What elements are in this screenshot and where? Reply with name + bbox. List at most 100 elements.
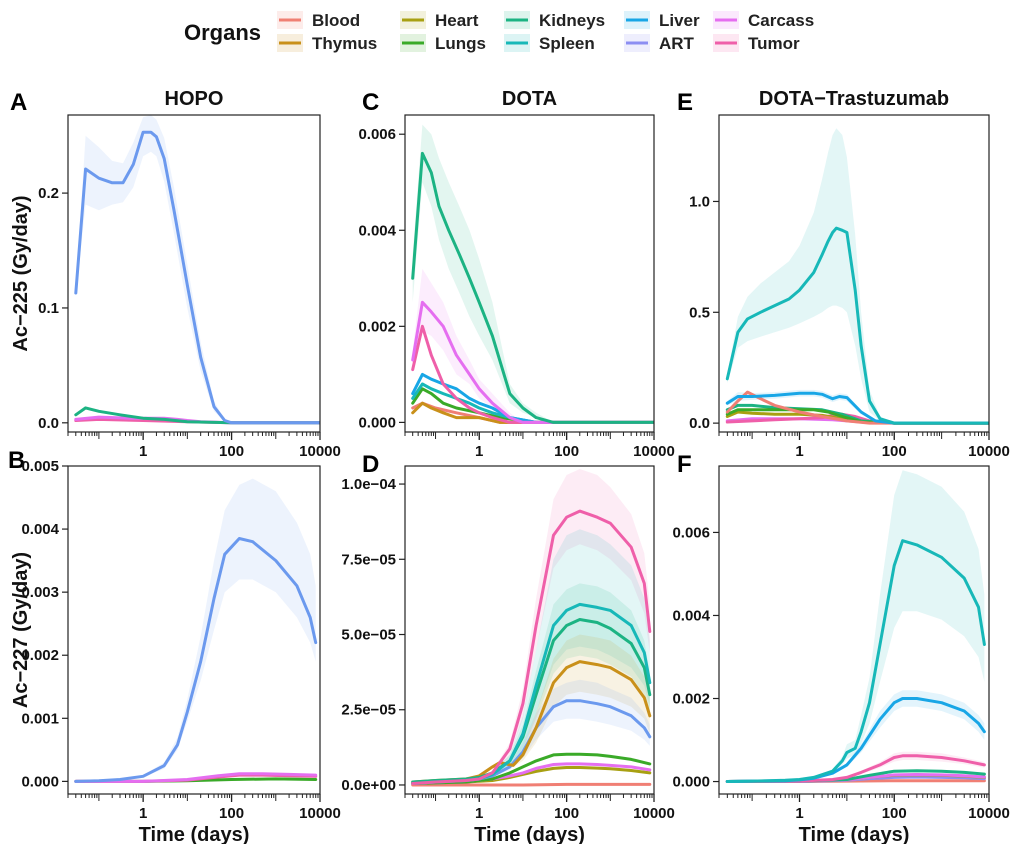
y-tick-label: 2.5e−05 <box>341 702 396 719</box>
x-tick-label: 1 <box>139 805 147 822</box>
series-line-lungs <box>411 752 652 785</box>
panel-c: C DOTA 0.000 0.002 0.004 0.006 1 100 10000 <box>358 88 674 460</box>
x-tick-label: 100 <box>219 443 244 460</box>
legend-item-spleen: Spleen <box>504 34 595 53</box>
y-tick-label: 0.006 <box>672 524 710 541</box>
x-axis-label: Time (days) <box>799 824 910 844</box>
legend-label: Heart <box>435 11 479 30</box>
x-tick-label: 10000 <box>299 805 341 822</box>
series-line-blood <box>411 782 652 787</box>
panel-a: A HOPO 0.0 0.1 0.2 1 100 10000 Ac−225 (Gy/day) <box>10 88 341 460</box>
panel-d: D 0.0e+00 2.5e−05 5.0e−05 7.5e−05 1.0e−04 1 100… <box>341 451 675 846</box>
plot-frame <box>67 465 321 795</box>
y-tick-label: 0.5 <box>689 304 710 321</box>
legend-label: Thymus <box>312 34 377 53</box>
y-tick-label: 0.1 <box>38 300 59 317</box>
panel-title: HOPO <box>165 88 224 110</box>
y-tick-label: 0.000 <box>21 773 59 790</box>
band-spleen <box>727 128 989 424</box>
legend-item-heart: Heart <box>400 11 479 30</box>
legend: Organs Blood Thymus Heart Lungs Kidneys Spleen… <box>184 11 814 53</box>
plot-area <box>725 470 986 783</box>
legend-item-lungs: Lungs <box>400 34 486 53</box>
x-tick-label: 1 <box>475 443 483 460</box>
series-line-liver <box>725 391 989 425</box>
x-tick-label: 100 <box>219 805 244 822</box>
legend-item-thymus: Thymus <box>277 34 377 53</box>
legend-item-carcass: Carcass <box>713 11 814 30</box>
legend-item-art: ART <box>624 34 695 53</box>
band-art <box>412 679 650 784</box>
series-line-spleen <box>725 539 986 783</box>
plot-frame <box>404 465 655 795</box>
plot-frame <box>404 114 655 433</box>
y-tick-label: 0.005 <box>21 458 59 475</box>
series-line-carcass <box>411 300 654 424</box>
legend-label: ART <box>659 34 695 53</box>
y-tick-label: 7.5e−05 <box>341 551 396 568</box>
plot-frame <box>718 465 990 795</box>
x-axis-label: Time (days) <box>139 824 250 844</box>
legend-title: Organs <box>184 20 261 45</box>
series-line-tumor <box>725 754 986 783</box>
band-tumor <box>412 469 650 784</box>
band-tumor <box>727 751 985 782</box>
band-thymus <box>412 634 650 782</box>
x-tick-label: 100 <box>554 805 579 822</box>
panel-title: DOTA−Trastuzumab <box>759 88 949 110</box>
series-line-kidneys <box>411 618 652 784</box>
legend-label: Tumor <box>748 34 800 53</box>
y-tick-label: 0.004 <box>21 521 59 538</box>
plot-area <box>411 124 654 424</box>
band-spleen <box>412 529 650 784</box>
plot-frame <box>67 114 321 433</box>
panel-letter: F <box>677 451 692 478</box>
y-axis-label: Ac−227 (Gy/day) <box>10 552 32 708</box>
plot-area <box>74 478 318 783</box>
band-spleen <box>727 470 985 782</box>
legend-label: Carcass <box>748 11 814 30</box>
x-tick-label: 1 <box>139 443 147 460</box>
series-line-kidneys <box>74 406 320 425</box>
legend-item-tumor: Tumor <box>713 34 800 53</box>
y-tick-label: 0.0e+00 <box>341 777 396 794</box>
series-line-kidneys <box>411 151 654 424</box>
y-tick-label: 0.002 <box>672 691 710 708</box>
band-art <box>75 478 316 782</box>
x-tick-label: 1 <box>795 443 803 460</box>
plot-frame <box>718 114 990 433</box>
y-tick-label: 0.2 <box>38 185 59 202</box>
x-tick-label: 1 <box>795 805 803 822</box>
series-line-art <box>74 537 318 783</box>
legend-label: Lungs <box>435 34 486 53</box>
legend-label: Kidneys <box>539 11 605 30</box>
y-tick-label: 0.0 <box>38 415 59 432</box>
x-tick-label: 10000 <box>968 443 1010 460</box>
y-tick-label: 0.004 <box>672 607 710 624</box>
band-liver <box>727 389 989 424</box>
legend-label: Liver <box>659 11 700 30</box>
plot-area <box>725 128 989 425</box>
x-tick-label: 1 <box>475 805 483 822</box>
y-tick-label: 0.0 <box>689 415 710 432</box>
plot-area <box>411 469 652 787</box>
y-tick-label: 0.002 <box>21 647 59 664</box>
y-tick-label: 0.000 <box>672 774 710 791</box>
legend-label: Spleen <box>539 34 595 53</box>
band-carcass <box>412 268 654 423</box>
y-axis-label: Ac−225 (Gy/day) <box>10 195 32 351</box>
legend-item-blood: Blood <box>277 11 360 30</box>
legend-label: Blood <box>312 11 360 30</box>
series-line-art <box>74 130 320 425</box>
x-tick-label: 10000 <box>299 443 341 460</box>
y-tick-label: 0.004 <box>358 222 396 239</box>
x-tick-label: 100 <box>882 443 907 460</box>
panel-letter: B <box>8 447 25 474</box>
y-tick-label: 0.003 <box>21 584 59 601</box>
legend-item-kidneys: Kidneys <box>504 11 605 30</box>
panel-letter: D <box>362 451 379 478</box>
panel-e: E DOTA−Trastuzumab 0.0 0.5 1.0 1 100 10000 <box>677 88 1010 460</box>
plot-area <box>74 115 320 425</box>
